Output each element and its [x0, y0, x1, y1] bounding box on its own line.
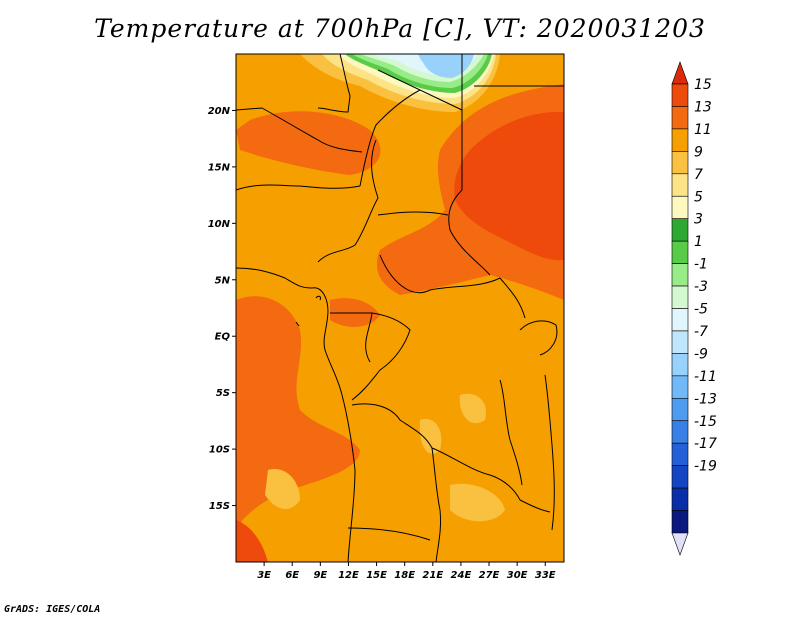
colorbar-swatch: [671, 218, 689, 242]
lon-tick-label: 27E: [479, 570, 500, 581]
colorbar-label: -17: [694, 436, 717, 452]
field-cool-patch-south: [265, 469, 300, 510]
colorbar-swatch: [671, 83, 689, 107]
lon-tick-label: 33E: [535, 570, 556, 581]
field-cold-minus7: [418, 54, 474, 78]
longitude-ticks: 3E 6E 9E 12E 15E 18E 21E 24E 27E 30E 33E: [257, 562, 556, 581]
colorbar-bottom-arrow: [671, 532, 689, 556]
lon-tick-label: 24E: [451, 570, 472, 581]
lat-tick-label: 5N: [215, 275, 231, 286]
colorbar-label: -3: [694, 279, 708, 295]
colorbar-swatch: [671, 106, 689, 130]
colorbar-label: 5: [694, 189, 703, 205]
lat-tick-label: 10N: [208, 219, 231, 230]
colorbar-label: -15: [694, 414, 717, 430]
colorbar-label: 15: [694, 77, 712, 93]
colorbar-swatch: [671, 487, 689, 511]
colorbar-label: 13: [694, 99, 712, 115]
lon-tick-label: 15E: [366, 570, 387, 581]
colorbar-swatch: [671, 240, 689, 264]
lat-tick-label: EQ: [215, 332, 231, 343]
chart-title: Temperature at 700hPa [C], VT: 202003120…: [94, 14, 706, 43]
colorbar-swatch: [671, 330, 689, 354]
lon-tick-label: 3E: [257, 570, 271, 581]
field-cool-patch-zambia: [450, 483, 505, 522]
colorbar-swatch: [671, 442, 689, 466]
colorbar-label: -7: [694, 324, 708, 340]
colorbar: 15 13 11 9 7 5 3 1 -1 -3 -5 -7 -9 -11 -13 -15 -17 -19: [671, 61, 717, 556]
lat-tick-label: 10S: [209, 445, 230, 456]
field-warm-coast-west: [236, 296, 360, 530]
grads-credit: GrADS: IGES/COLA: [4, 604, 101, 615]
field-cool-patch-se: [459, 393, 486, 424]
colorbar-swatch: [671, 510, 689, 534]
colorbar-swatch: [671, 465, 689, 489]
colorbar-label: -9: [694, 346, 708, 362]
lon-tick-label: 9E: [313, 570, 327, 581]
colorbar-label: 9: [694, 144, 703, 160]
colorbar-label: 11: [694, 122, 712, 138]
colorbar-label: 7: [694, 167, 703, 183]
colorbar-swatch: [671, 397, 689, 422]
field-cool-patch-angola: [419, 419, 442, 454]
colorbar-swatch: [671, 420, 689, 444]
lat-tick-label: 5S: [216, 388, 230, 399]
colorbar-swatch: [671, 195, 689, 220]
colorbar-swatch: [671, 353, 689, 377]
colorbar-label: -19: [694, 459, 717, 475]
map-frame: [235, 53, 565, 563]
colorbar-swatch: [671, 263, 689, 287]
field-hot-core-east: [454, 111, 564, 261]
lon-tick-label: 12E: [338, 570, 359, 581]
colorbar-label: -13: [694, 391, 717, 407]
lat-tick-label: 15N: [208, 162, 231, 173]
country-borders: [236, 54, 564, 562]
lat-tick-label: 20N: [208, 106, 231, 117]
lon-tick-label: 18E: [394, 570, 415, 581]
field-warm-band-north: [236, 111, 381, 175]
lon-tick-label: 6E: [285, 570, 299, 581]
lat-tick-label: 15S: [209, 501, 230, 512]
colorbar-label: -5: [694, 302, 708, 318]
colorbar-swatch: [671, 128, 689, 152]
lon-tick-label: 30E: [507, 570, 528, 581]
temperature-field: [236, 54, 564, 562]
colorbar-swatch: [671, 173, 689, 197]
lon-tick-label: 21E: [422, 570, 443, 581]
colorbar-swatch: [671, 375, 689, 399]
colorbar-label: -11: [694, 369, 717, 385]
colorbar-top-arrow: [671, 61, 689, 85]
latitude-ticks: 20N 15N 10N 5N EQ 5S 10S 15S: [208, 106, 236, 512]
colorbar-swatch: [671, 151, 689, 175]
colorbar-swatch: [671, 285, 689, 309]
colorbar-swatch: [671, 308, 689, 332]
colorbar-label: 1: [694, 234, 703, 250]
field-hot-core-southwest: [236, 520, 268, 562]
colorbar-label: 3: [694, 212, 703, 228]
colorbar-label: -1: [694, 257, 708, 273]
